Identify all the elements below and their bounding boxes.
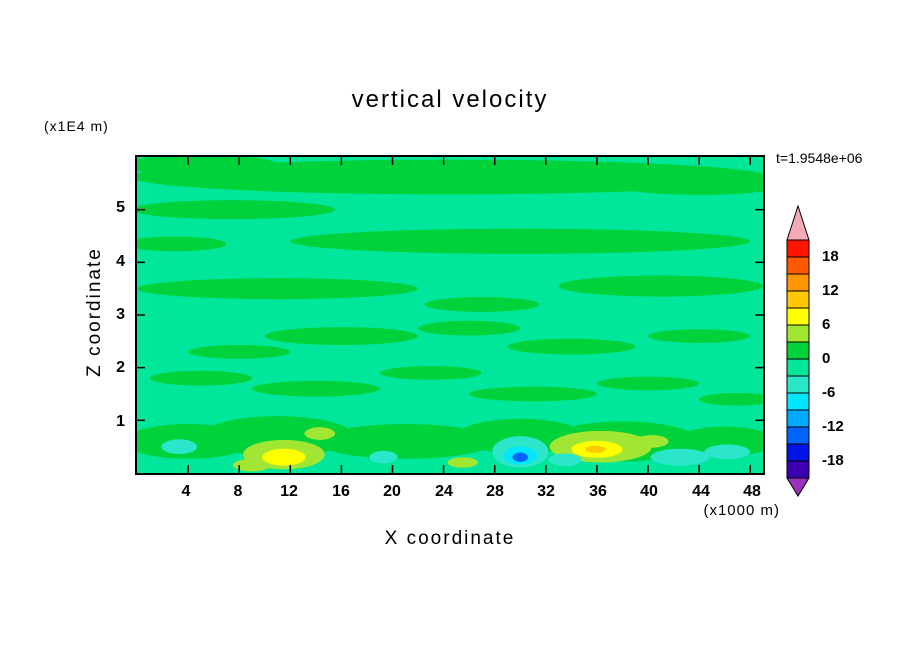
colorbar-label: -18 bbox=[822, 452, 844, 469]
contour-field bbox=[137, 157, 763, 473]
z-tick-label: 2 bbox=[116, 359, 125, 376]
x-tick-label: 32 bbox=[537, 483, 555, 500]
x-tick-label: 36 bbox=[589, 483, 607, 500]
x-tick-label: 28 bbox=[486, 483, 504, 500]
z-tick-label: 5 bbox=[116, 199, 125, 216]
z-tick-label: 4 bbox=[116, 253, 125, 270]
x-axis-unit: (x1000 m) bbox=[703, 502, 780, 519]
x-tick-label: 8 bbox=[233, 483, 243, 500]
x-tick-label: 4 bbox=[181, 483, 191, 500]
colorbar-segments bbox=[786, 239, 810, 479]
colorbar-label: 0 bbox=[822, 350, 831, 367]
plot-title: vertical velocity bbox=[351, 86, 549, 113]
x-tick-label: 12 bbox=[280, 483, 298, 500]
colorbar-label: 6 bbox=[822, 316, 831, 333]
x-tick-label: 16 bbox=[332, 483, 350, 500]
colorbar-label: -6 bbox=[822, 384, 836, 401]
colorbar-label: 18 bbox=[822, 248, 839, 265]
x-tick-label: 20 bbox=[383, 483, 401, 500]
x-axis-label: X coordinate bbox=[384, 528, 516, 549]
x-tick-label: 44 bbox=[692, 483, 710, 500]
colorbar-arrow-top bbox=[786, 205, 810, 241]
x-tick-label: 24 bbox=[435, 483, 453, 500]
x-tick-label: 40 bbox=[640, 483, 658, 500]
colorbar-arrow-bottom bbox=[786, 477, 810, 497]
time-label: t=1.9548e+06 bbox=[776, 150, 863, 166]
colorbar-svg bbox=[786, 205, 810, 497]
z-axis-unit: (x1E4 m) bbox=[44, 118, 109, 134]
x-tick-label: 48 bbox=[743, 483, 761, 500]
z-tick-label: 3 bbox=[116, 306, 125, 323]
z-tick-label: 1 bbox=[116, 413, 125, 430]
colorbar-label: 12 bbox=[822, 282, 839, 299]
colorbar bbox=[782, 205, 814, 497]
plot-frame bbox=[135, 155, 765, 475]
colorbar-label: -12 bbox=[822, 418, 844, 435]
